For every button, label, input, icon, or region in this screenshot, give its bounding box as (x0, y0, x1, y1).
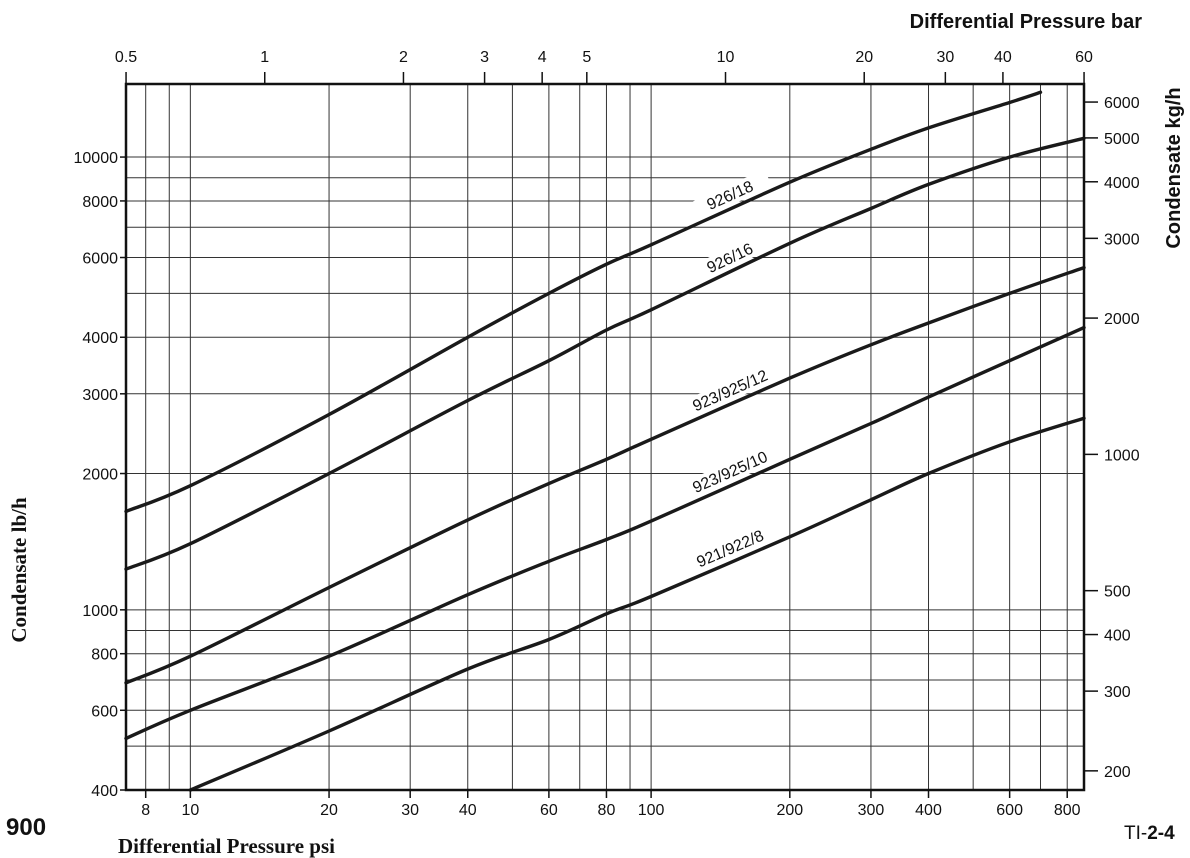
right-axis-tick-label: 200 (1104, 764, 1131, 781)
bottom-axis-tick-label: 60 (540, 802, 558, 819)
top-axis-tick-label: 60 (1075, 49, 1093, 66)
top-axis-tick-label: 0.5 (115, 49, 137, 66)
left-axis-tick-label: 8000 (82, 194, 118, 211)
bottom-axis-tick-label: 80 (598, 802, 616, 819)
series-line (124, 325, 1086, 741)
right-axis-tick-label: 3000 (1104, 231, 1140, 248)
series-label-background (687, 169, 773, 222)
left-axis-tick-label: 1000 (82, 603, 118, 620)
right-axis-title: Condensate kg/h (1163, 87, 1185, 248)
right-axis-tick-label: 2000 (1104, 311, 1140, 328)
right-axis-tick-label: 300 (1104, 684, 1131, 701)
right-axis-tick-label: 400 (1104, 628, 1131, 645)
bottom-axis-tick-label: 8 (141, 802, 150, 819)
bottom-axis-tick-label: 800 (1054, 802, 1081, 819)
right-axis-tick-label: 5000 (1104, 131, 1140, 148)
top-axis-title: Differential Pressure bar (910, 11, 1143, 33)
series-label-background (687, 523, 773, 574)
top-axis-tick-label: 10 (717, 49, 735, 66)
bottom-axis-tick-label: 10 (181, 802, 199, 819)
document-reference-prefix: TI- (1124, 823, 1148, 844)
bottom-axis-title: Differential Pressure psi (118, 834, 335, 858)
left-axis-tick-label: 800 (91, 647, 118, 664)
top-axis-tick-label: 40 (994, 49, 1012, 66)
top-axis-tick-label: 5 (582, 49, 591, 66)
plot-frame (124, 82, 1086, 792)
bottom-axis-tick-label: 600 (996, 802, 1023, 819)
bottom-axis-tick-label: 20 (320, 802, 338, 819)
series-line (124, 265, 1086, 685)
right-axis-tick-label: 4000 (1104, 175, 1140, 192)
left-axis-tick-label: 400 (91, 783, 118, 800)
series-label-background (687, 446, 773, 498)
series-line (188, 416, 1086, 792)
bottom-axis-tick-label: 200 (776, 802, 803, 819)
series-label-background (687, 364, 773, 417)
left-axis-tick-label: 3000 (82, 387, 118, 404)
top-axis-tick-label: 3 (480, 49, 489, 66)
left-axis-tick-label: 10000 (74, 150, 119, 167)
top-axis-tick-label: 1 (260, 49, 269, 66)
series-label-background (687, 231, 772, 285)
right-axis-tick-label: 500 (1104, 584, 1131, 601)
top-axis-tick-label: 4 (538, 49, 547, 66)
right-axis-tick-label: 1000 (1104, 447, 1140, 464)
left-axis-title: Condensate lb/h (7, 497, 31, 643)
top-axis-tick-label: 20 (855, 49, 873, 66)
series-layer: 926/18926/16923/925/12923/925/10921/922/… (124, 90, 1086, 792)
bottom-axis-tick-label: 400 (915, 802, 942, 819)
top-axis-tick-label: 30 (936, 49, 954, 66)
bottom-axis-tick-label: 300 (858, 802, 885, 819)
bottom-axis-tick-label: 100 (638, 802, 665, 819)
document-reference-suffix: 2-4 (1147, 823, 1175, 844)
left-axis-tick-label: 2000 (82, 467, 118, 484)
document-reference: TI-2-4 (1124, 823, 1175, 845)
bottom-axis-tick-label: 30 (401, 802, 419, 819)
left-axis-tick-label: 4000 (82, 330, 118, 347)
grid-layer (126, 84, 1084, 790)
left-axis-tick-label: 600 (91, 703, 118, 720)
left-axis-tick-label: 6000 (82, 251, 118, 268)
model-number: 900 (6, 814, 47, 841)
bottom-axis-tick-label: 40 (459, 802, 477, 819)
right-axis-tick-label: 6000 (1104, 95, 1140, 112)
tick-layer: 8 10 20 30 40 60 80 100 200 300 400 600 800 0.5 1 2 3 4 5 1… (74, 49, 1140, 819)
top-axis-tick-label: 2 (399, 49, 408, 66)
series-line (124, 136, 1086, 571)
series-line (124, 90, 1043, 514)
